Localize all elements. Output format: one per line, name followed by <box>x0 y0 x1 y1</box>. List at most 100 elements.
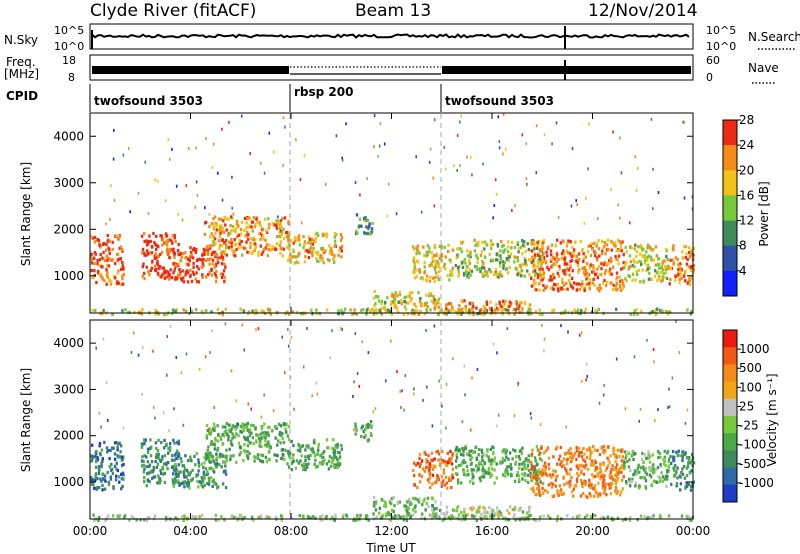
echo-cell <box>606 238 610 242</box>
echo-cell <box>362 430 365 434</box>
echo-cell <box>464 447 467 451</box>
echo-cell <box>649 466 652 470</box>
echo-cell <box>563 287 566 292</box>
echo-cell <box>608 461 611 465</box>
echo-cell <box>200 476 203 480</box>
echo-cell <box>542 251 545 256</box>
echo-cell <box>690 277 693 281</box>
echo-cell <box>396 516 399 520</box>
echo-cell <box>224 246 228 250</box>
echo-cell <box>466 469 469 473</box>
echo-cell <box>553 257 556 261</box>
echo-cell <box>186 478 190 482</box>
echo-cell <box>328 259 331 263</box>
echo-cell <box>465 452 469 456</box>
echo-cell <box>412 256 416 260</box>
echo-cell <box>631 264 634 268</box>
echo-cell <box>166 239 169 244</box>
echo-cell <box>480 250 484 254</box>
echo-cell <box>593 448 596 452</box>
echo-cell <box>468 449 471 453</box>
echo-cell <box>189 250 193 254</box>
echo-cell <box>246 421 250 426</box>
echo-cell <box>471 472 474 476</box>
echo-cell <box>530 473 533 477</box>
echo-cell <box>219 226 222 230</box>
echo-cell <box>524 478 527 482</box>
echo-cell <box>504 299 507 303</box>
echo-cell <box>95 449 98 454</box>
echo-cell <box>215 221 218 225</box>
echo-cell <box>377 299 381 303</box>
echo-cell <box>216 439 220 443</box>
echo-cell <box>258 437 261 441</box>
echo-cell <box>339 232 343 237</box>
echo-cell <box>283 371 286 375</box>
echo-cell <box>439 508 442 512</box>
echo-cell <box>573 451 577 455</box>
echo-cell <box>221 198 224 202</box>
echo-cell <box>197 458 200 462</box>
echo-cell <box>447 515 450 520</box>
echo-cell <box>291 248 295 252</box>
echo-cell <box>418 473 422 477</box>
echo-cell <box>539 423 542 427</box>
echo-cell <box>176 469 180 473</box>
echo-cell <box>445 481 449 485</box>
echo-cell <box>229 442 233 446</box>
echo-cell <box>652 207 654 211</box>
echo-cell <box>156 259 159 264</box>
echo-cell <box>116 271 119 275</box>
velocity-ylabel: Slant Range [km] <box>19 368 33 472</box>
echo-cell <box>188 486 191 490</box>
echo-cell <box>654 245 658 249</box>
echo-cell <box>229 430 232 434</box>
echo-cell <box>177 463 180 467</box>
echo-cell <box>175 184 178 188</box>
echo-cell <box>316 392 319 396</box>
echo-cell <box>442 512 445 516</box>
echo-cell <box>353 380 355 384</box>
echo-cell <box>399 389 402 393</box>
echo-cell <box>217 239 221 243</box>
echo-cell <box>246 312 250 316</box>
echo-cell <box>577 282 581 286</box>
echo-cell <box>374 407 377 411</box>
echo-cell <box>423 261 426 265</box>
echo-cell <box>212 240 215 244</box>
echo-cell <box>230 238 233 242</box>
echo-cell <box>457 247 460 251</box>
echo-cell <box>603 278 606 283</box>
echo-cell <box>585 455 589 459</box>
echo-cell <box>122 266 125 270</box>
echo-cell <box>290 335 293 339</box>
echo-cell <box>203 251 206 255</box>
echo-cell <box>159 469 162 473</box>
echo-cell <box>447 249 450 254</box>
echo-cell <box>91 309 94 313</box>
echo-cell <box>387 510 390 515</box>
echo-cell <box>430 451 433 455</box>
echo-cell <box>448 476 451 480</box>
power-ylabel: Slant Range [km] <box>19 162 33 266</box>
echo-cell <box>108 257 111 261</box>
nave-tick-bottom: 0 <box>706 71 713 84</box>
echo-cell <box>468 261 471 266</box>
echo-cell <box>592 277 595 281</box>
echo-cell <box>647 450 650 454</box>
echo-cell <box>497 115 500 119</box>
echo-cell <box>314 458 317 462</box>
echo-cell <box>286 245 289 249</box>
echo-cell <box>192 265 195 269</box>
echo-cell <box>462 468 465 472</box>
echo-cell <box>690 248 693 252</box>
echo-cell <box>121 471 125 475</box>
echo-cell <box>157 438 160 442</box>
echo-cell <box>152 475 155 479</box>
echo-cell <box>336 442 339 446</box>
echo-cell <box>215 452 218 456</box>
echo-cell <box>187 271 190 275</box>
echo-cell <box>104 479 107 483</box>
echo-cell <box>654 419 656 422</box>
echo-cell <box>582 472 586 476</box>
